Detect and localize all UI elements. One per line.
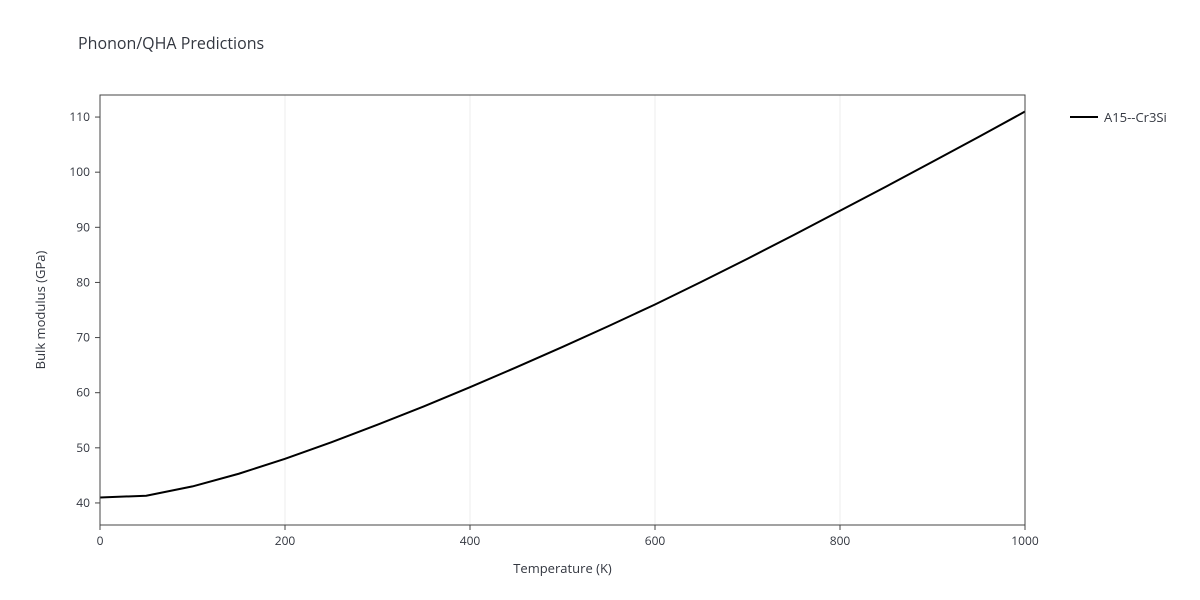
svg-text:800: 800 (830, 532, 851, 549)
x-axis-label: Temperature (K) (513, 559, 612, 577)
svg-text:600: 600 (645, 532, 666, 549)
svg-text:1000: 1000 (1011, 532, 1039, 549)
legend-label: A15--Cr3Si (1104, 108, 1167, 126)
svg-text:400: 400 (460, 532, 481, 549)
chart-plot: 0 200 400 600 800 1000 40 50 60 70 80 90 100 110 Tempe… (0, 60, 1060, 600)
svg-text:200: 200 (275, 532, 296, 549)
svg-text:40: 40 (76, 494, 90, 511)
svg-text:90: 90 (76, 218, 90, 235)
svg-text:70: 70 (76, 329, 90, 346)
legend: A15--Cr3Si (1070, 108, 1167, 126)
legend-line-icon (1070, 116, 1098, 118)
svg-text:0: 0 (97, 532, 104, 549)
svg-text:110: 110 (69, 108, 90, 125)
svg-text:100: 100 (69, 163, 90, 180)
chart-title: Phonon/QHA Predictions (78, 32, 264, 54)
svg-text:80: 80 (76, 273, 90, 290)
svg-text:60: 60 (76, 384, 90, 401)
y-axis-label: Bulk modulus (GPa) (31, 251, 49, 370)
svg-text:50: 50 (76, 439, 90, 456)
